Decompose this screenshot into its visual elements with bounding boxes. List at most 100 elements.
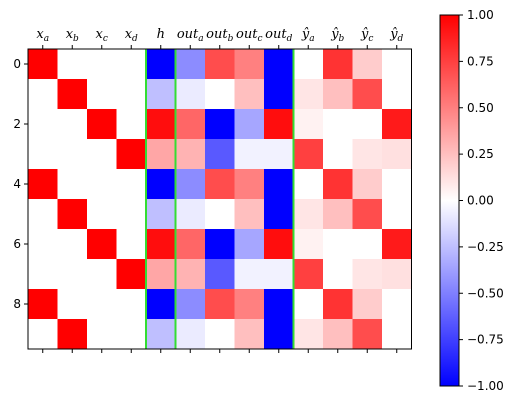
heatmap-cell [293, 289, 324, 320]
heatmap-cell [28, 169, 58, 200]
heatmap-cell [352, 319, 383, 350]
heatmap-cell [28, 79, 58, 110]
heatmap-cell [28, 319, 58, 350]
colorbar-tick-label: 0.00 [467, 194, 494, 208]
heatmap-cell [28, 229, 58, 260]
heatmap-cell [352, 49, 383, 80]
y-tick-label: 4 [13, 177, 21, 191]
heatmap-cell [234, 109, 265, 140]
heatmap-cell [57, 49, 88, 80]
heatmap-cell [352, 109, 383, 140]
heatmap-cell [382, 79, 412, 110]
heatmap-cell [352, 289, 383, 320]
heatmap-cell [234, 79, 265, 110]
heatmap-cell [57, 79, 88, 110]
heatmap-cell [28, 139, 58, 170]
heatmap-cell [234, 49, 265, 80]
heatmap-cell [116, 79, 147, 110]
heatmap-cell [57, 259, 88, 290]
heatmap-cell [87, 169, 117, 200]
heatmap-cell [146, 199, 176, 230]
y-tick-label: 8 [13, 297, 21, 311]
heatmap-cell [205, 259, 235, 290]
heatmap-cell [382, 229, 412, 260]
heatmap-cell [382, 319, 412, 350]
colorbar-tick-label: −0.75 [467, 333, 504, 347]
heatmap-cell [382, 49, 412, 80]
column-label: outb [206, 27, 233, 44]
heatmap-cell [57, 319, 88, 350]
x-tick-marks [42, 45, 398, 353]
heatmap-cell [57, 139, 88, 170]
column-label: outc [236, 27, 262, 44]
column-label: h [157, 27, 165, 42]
group-separators [145, 49, 295, 349]
heatmap-cell [264, 109, 294, 140]
column-label: ŷd [389, 27, 403, 44]
heatmap-cell [352, 139, 383, 170]
colorbar-tick-label: 0.75 [467, 54, 494, 68]
heatmap-cell [175, 139, 206, 170]
heatmap-cell [87, 199, 117, 230]
column-label: xa [36, 27, 49, 44]
colorbar-tick-label: −1.00 [467, 379, 504, 393]
heatmap-cell [87, 139, 117, 170]
colorbar [439, 14, 460, 387]
heatmap-cell [382, 139, 412, 170]
heatmap-cell [116, 229, 147, 260]
heatmap-cell [116, 169, 147, 200]
column-label: outa [177, 27, 204, 44]
heatmap-cell [28, 259, 58, 290]
heatmap-cell [175, 319, 206, 350]
colorbar-ticks: 1.00 0.75 0.50 0.25 0.00 −0.25 −0.50 −0.75 −1.00 [459, 8, 504, 393]
heatmap-cell [146, 139, 176, 170]
heatmap-cell [57, 169, 88, 200]
heatmap-cell [205, 49, 235, 80]
heatmap-cell [352, 169, 383, 200]
heatmap-cell [352, 79, 383, 110]
heatmap-cell [234, 169, 265, 200]
heatmap-cell [352, 199, 383, 230]
heatmap-cell [205, 289, 235, 320]
heatmap-cell [293, 259, 324, 290]
heatmap-cell [146, 49, 176, 80]
heatmap-cell [293, 79, 324, 110]
heatmap-cell [382, 169, 412, 200]
heatmap-cell [116, 319, 147, 350]
heatmap-cell [175, 289, 206, 320]
column-label: ŷc [360, 27, 373, 44]
heatmap-cell [146, 289, 176, 320]
heatmap-cell [116, 259, 147, 290]
heatmap-cell [205, 319, 235, 350]
heatmap-cell [264, 199, 294, 230]
y-ticks: 0 2 4 6 8 [13, 57, 28, 311]
column-labels: xa xb xc xd h outa outb outc outd ŷa ŷb ŷc ŷd [36, 27, 403, 44]
heatmap-cell [146, 229, 176, 260]
heatmap-cell [146, 319, 176, 350]
heatmap-cell [323, 79, 353, 110]
heatmap-cell [323, 199, 353, 230]
heatmap-cell [205, 169, 235, 200]
heatmap-cell [205, 109, 235, 140]
heatmap-cell [234, 139, 265, 170]
column-label: ŷb [330, 27, 344, 44]
heatmap-cell [87, 49, 117, 80]
heatmap-cell [146, 169, 176, 200]
colorbar-tick-label: 0.50 [467, 101, 494, 115]
heatmap-cell [323, 139, 353, 170]
heatmap-cell [116, 199, 147, 230]
heatmap-cell [382, 199, 412, 230]
heatmap-cell [293, 319, 324, 350]
column-label: xd [125, 27, 138, 44]
heatmap-cell [293, 139, 324, 170]
heatmap-cell [87, 79, 117, 110]
heatmap-cell [87, 319, 117, 350]
heatmap-cell [234, 259, 265, 290]
heatmap-cell [293, 109, 324, 140]
colorbar-tick-label: 1.00 [467, 8, 494, 22]
heatmap-cell [264, 79, 294, 110]
heatmap-cell [264, 139, 294, 170]
colorbar-tick-label: −0.25 [467, 240, 504, 254]
heatmap-cell [323, 109, 353, 140]
heatmap-cell [175, 259, 206, 290]
